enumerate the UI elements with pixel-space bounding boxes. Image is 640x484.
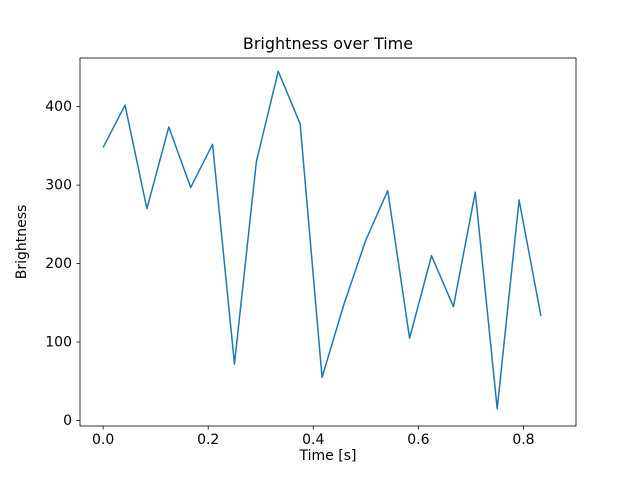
y-axis-label: Brightness [14, 205, 30, 280]
brightness-line [102, 70, 542, 410]
x-tick-label: 0.0 [92, 432, 114, 448]
x-tick-label: 0.6 [407, 432, 429, 448]
y-tick-label: 200 [45, 256, 72, 272]
y-tick-label: 300 [45, 178, 72, 194]
x-tick-label: 0.2 [197, 432, 219, 448]
y-tick-label: 0 [63, 413, 72, 429]
y-tick-label: 100 [45, 335, 72, 351]
x-tick-label: 0.4 [302, 432, 324, 448]
x-axis-label: Time [s] [299, 448, 357, 464]
y-tick-label: 400 [45, 99, 72, 115]
x-tick-label: 0.8 [512, 432, 534, 448]
axes-frame [79, 57, 577, 427]
y-axis-ticks: 0 100 200 300 400 [45, 99, 80, 429]
x-axis-ticks: 0.0 0.2 0.4 0.6 0.8 [92, 426, 535, 448]
chart-title: Brightness over Time [243, 34, 413, 53]
